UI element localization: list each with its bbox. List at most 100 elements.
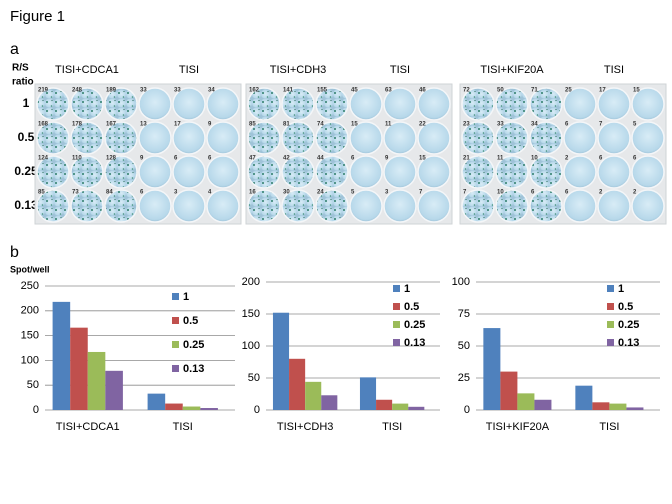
well (563, 189, 597, 223)
well (417, 189, 451, 223)
well (349, 121, 383, 155)
well-count: 248 (72, 88, 83, 94)
well (281, 189, 315, 223)
well-count: 71 (531, 88, 538, 94)
bar (87, 351, 106, 410)
bar (517, 393, 535, 410)
well-count: 72 (463, 88, 470, 94)
legend-label: 0.13 (183, 363, 204, 375)
well-count: 63 (385, 88, 392, 94)
bar (609, 403, 627, 410)
well-count: 44 (317, 156, 324, 162)
bar (592, 402, 610, 410)
bar (500, 371, 518, 410)
well (417, 87, 451, 121)
y-tick-label: 100 (242, 340, 260, 352)
legend-label: 0.25 (618, 319, 639, 331)
well-count: 10 (531, 156, 538, 162)
well-count: 6 (565, 122, 569, 128)
y-tick-label: 0 (254, 404, 260, 416)
bar (147, 393, 166, 410)
well (631, 155, 665, 189)
well-count: 23 (463, 122, 470, 128)
row-label: 0.25 (14, 164, 38, 178)
well-count: 33 (497, 122, 504, 128)
group-label: TISI (604, 64, 624, 76)
well (315, 155, 349, 189)
bar (408, 406, 425, 410)
well-count: 11 (385, 122, 392, 128)
well (36, 121, 70, 155)
y-tick-label: 25 (458, 372, 470, 384)
well (417, 121, 451, 155)
legend-label: 0.5 (183, 315, 198, 327)
legend-label: 0.13 (404, 337, 425, 349)
bar (105, 370, 123, 410)
group-label: TISI (390, 64, 410, 76)
well (461, 155, 495, 189)
panel-label: a (10, 41, 19, 58)
x-tick-label: TISI (599, 421, 619, 433)
y-tick-label: 250 (21, 280, 39, 292)
y-tick-label: 200 (21, 305, 39, 317)
well-count: 6 (633, 156, 637, 162)
well (529, 121, 563, 155)
well (597, 121, 631, 155)
well-count: 11 (497, 156, 504, 162)
legend-swatch (393, 285, 400, 292)
well (70, 121, 104, 155)
group-label: TISI+CDH3 (270, 64, 327, 76)
well-count: 21 (463, 156, 470, 162)
well-count: 141 (283, 88, 294, 94)
bar (321, 395, 338, 410)
well (597, 155, 631, 189)
bar (359, 377, 377, 410)
well (247, 189, 281, 223)
well-count: 9 (140, 156, 144, 162)
well-count: 45 (351, 88, 358, 94)
well-count: 22 (419, 122, 426, 128)
well (36, 87, 70, 121)
well (36, 189, 70, 223)
legend-swatch (393, 303, 400, 310)
group-label: TISI+KIF20A (480, 64, 544, 76)
well-count: 162 (249, 88, 260, 94)
x-tick-label: TISI+CDH3 (277, 421, 334, 433)
well-count: 81 (283, 122, 290, 128)
well (138, 121, 172, 155)
well (383, 121, 417, 155)
well-count: 178 (72, 122, 83, 128)
bar (534, 399, 552, 410)
legend-swatch (607, 285, 614, 292)
bar (575, 385, 593, 410)
well (104, 189, 138, 223)
well (631, 87, 665, 121)
bar (289, 358, 306, 410)
well (104, 155, 138, 189)
well (70, 189, 104, 223)
bar (182, 406, 201, 410)
well (461, 121, 495, 155)
well-count: 9 (208, 122, 212, 128)
well-count: 47 (249, 156, 256, 162)
well (383, 189, 417, 223)
well-count: 7 (463, 190, 467, 196)
well (70, 155, 104, 189)
well (70, 87, 104, 121)
legend-label: 1 (404, 283, 410, 295)
well (529, 87, 563, 121)
y-axis-label: Spot/well (10, 264, 50, 274)
legend-swatch (607, 339, 614, 346)
figure-title: Figure 1 (10, 8, 65, 25)
well (597, 189, 631, 223)
bar (70, 327, 88, 410)
row-label: 0.13 (14, 198, 38, 212)
well (206, 155, 240, 189)
group-label: TISI+CDCA1 (55, 64, 119, 76)
well-count: 24 (317, 190, 324, 196)
well-count: 17 (599, 88, 606, 94)
well (138, 87, 172, 121)
well (495, 155, 529, 189)
well (563, 121, 597, 155)
